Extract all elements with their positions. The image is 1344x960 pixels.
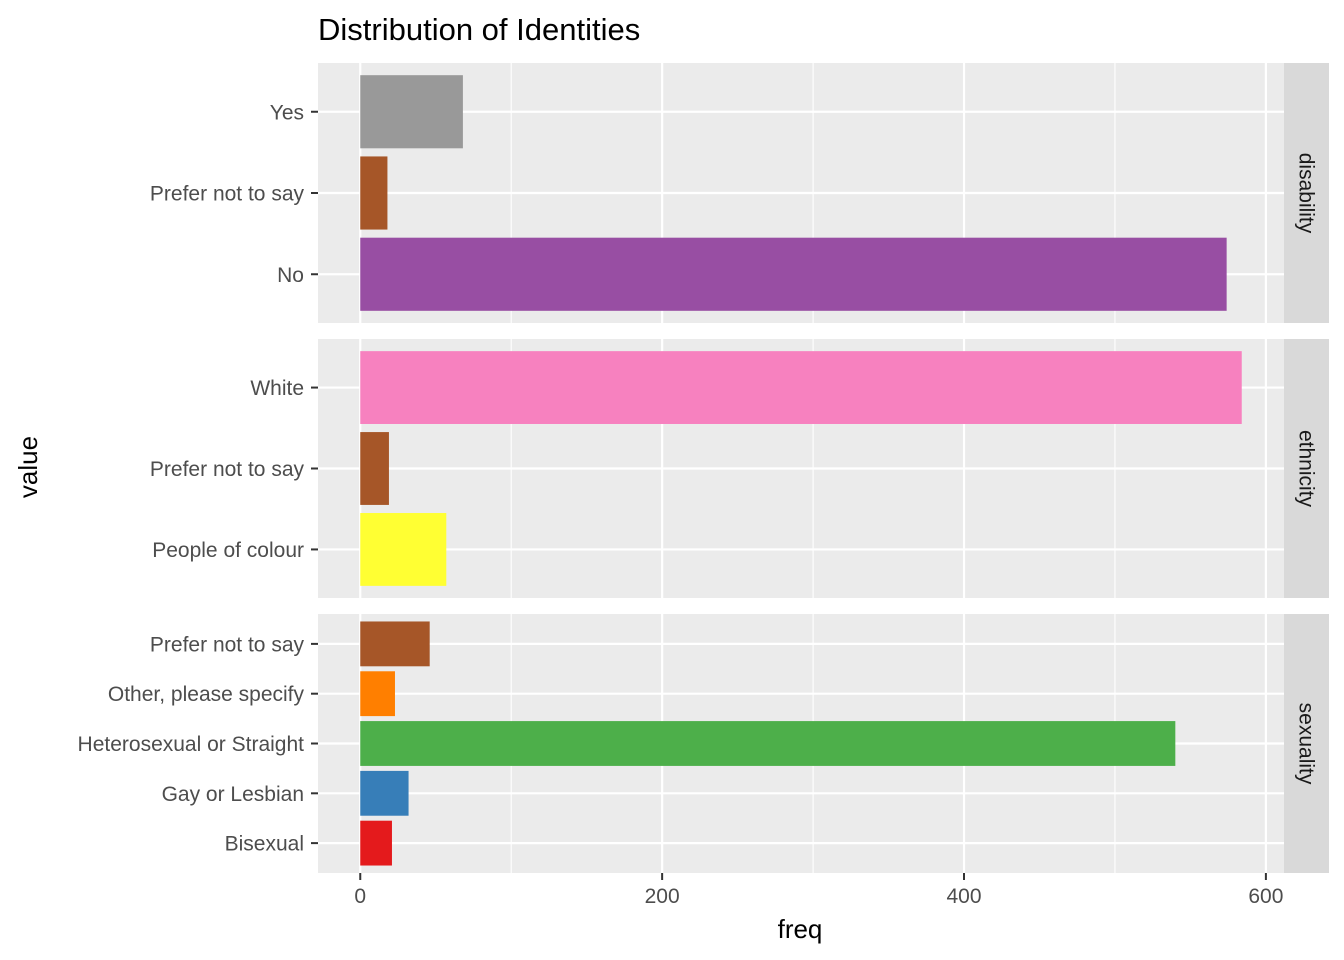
bar-sexuality-heterosexual-or-straight [360, 721, 1176, 766]
bar-ethnicity-white [360, 351, 1242, 424]
facet-panel-disability: Yes Prefer not to say No disability [150, 63, 1329, 323]
facet-strip-label: sexuality [1295, 703, 1318, 785]
facet-strip-label: disability [1295, 153, 1318, 234]
bar-sexuality-prefer-not-to-say [360, 621, 430, 667]
x-axis-label: freq [778, 914, 823, 944]
y-tick-label: White [250, 377, 304, 400]
x-tick-label: 600 [1248, 885, 1283, 908]
x-tick-label: 400 [946, 885, 981, 908]
y-tick-label: Heterosexual or Straight [78, 733, 305, 756]
bar-sexuality-bisexual [360, 820, 392, 866]
y-tick-label: Prefer not to say [150, 458, 305, 481]
x-tick-label: 0 [354, 885, 366, 908]
y-axis-label: value [13, 436, 43, 498]
facet-panel-sexuality: Prefer not to say Other, please specify He… [78, 614, 1329, 873]
facet-panels: Yes Prefer not to say No disability White Pre… [78, 63, 1329, 873]
chart-title: Distribution of Identities [318, 12, 640, 47]
x-tick-label: 200 [645, 885, 680, 908]
y-tick-label: Prefer not to say [150, 633, 305, 656]
bar-disability-yes [360, 75, 463, 149]
y-tick-label: Prefer not to say [150, 183, 305, 206]
facet-strip [1284, 63, 1329, 323]
bar-sexuality-other-please-specify [360, 671, 395, 717]
bar-sexuality-gay-or-lesbian [360, 770, 409, 816]
facet-strip [1284, 614, 1329, 873]
bar-disability-no [360, 237, 1227, 311]
bar-ethnicity-people-of-colour [360, 513, 447, 586]
bar-ethnicity-prefer-not-to-say [360, 432, 389, 505]
facet-strip [1284, 339, 1329, 598]
y-tick-label: Gay or Lesbian [162, 783, 304, 806]
y-tick-label: Bisexual [225, 833, 304, 856]
facet-strip-label: ethnicity [1295, 430, 1318, 508]
y-tick-label: Other, please specify [108, 683, 305, 706]
bar-disability-prefer-not-to-say [360, 156, 388, 230]
y-tick-label: No [277, 264, 304, 287]
y-tick-label: Yes [270, 101, 304, 124]
x-axis: 0 200 400 600 [354, 873, 1283, 908]
facet-panel-ethnicity: White Prefer not to say People of colour et… [150, 339, 1329, 598]
y-tick-label: People of colour [152, 539, 304, 562]
